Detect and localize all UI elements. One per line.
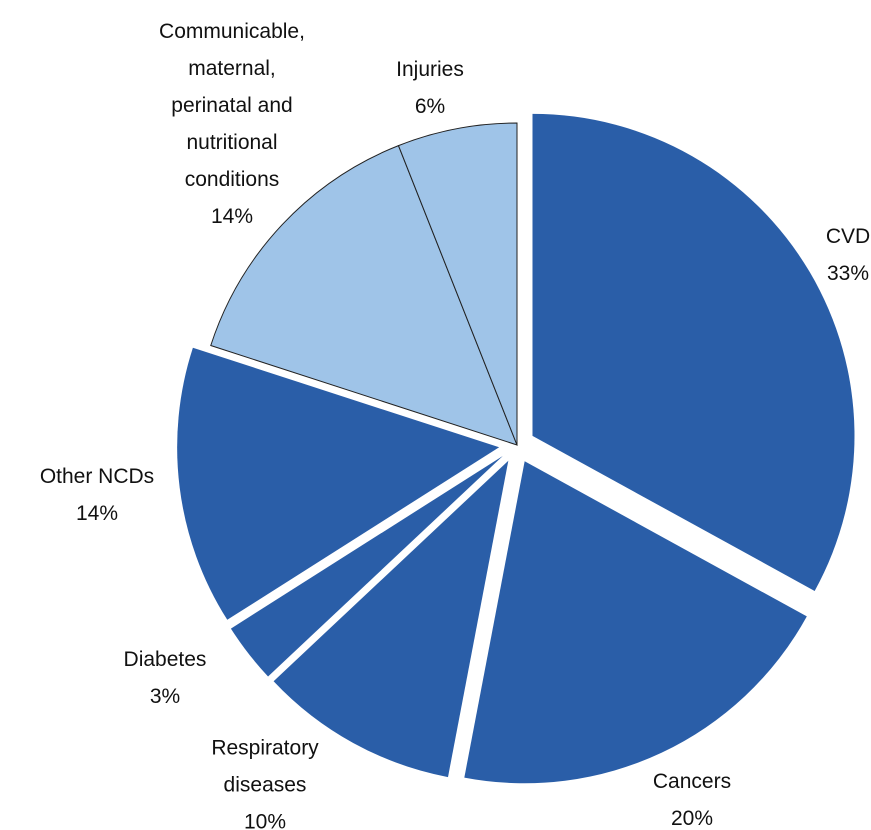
pie-slice <box>397 122 518 446</box>
category-label: Communicable, maternal, perinatal and nu… <box>159 20 305 191</box>
slice-label: Other NCDs 14% <box>22 458 172 532</box>
slice-label: Communicable, maternal, perinatal and nu… <box>152 13 312 235</box>
pie-slice <box>177 347 500 620</box>
category-label: Cancers <box>652 770 732 793</box>
pie-slice <box>532 113 855 591</box>
value-label: 20% <box>670 807 714 830</box>
category-label: Respiratory diseases <box>211 736 319 797</box>
slice-label: Cancers 20% <box>617 763 767 830</box>
value-label: 33% <box>826 262 870 285</box>
value-label: 14% <box>75 502 119 525</box>
category-label: CVD <box>825 225 871 248</box>
category-label: Injuries <box>396 58 464 81</box>
slice-label: CVD 33% <box>788 218 871 292</box>
slice-label: Injuries 6% <box>370 51 490 125</box>
pie-slice <box>210 144 518 446</box>
value-label: 6% <box>414 95 446 118</box>
pie-slice <box>230 456 503 677</box>
pie-slice <box>273 460 509 778</box>
slice-label: Respiratory diseases 10% <box>190 730 340 830</box>
category-label: Other NCDs <box>39 465 155 488</box>
slice-label: Diabetes 3% <box>90 641 240 715</box>
value-label: 10% <box>243 810 287 830</box>
value-label: 3% <box>149 685 181 708</box>
value-label: 14% <box>210 205 254 228</box>
category-label: Diabetes <box>123 648 207 671</box>
pie-slice <box>464 461 807 784</box>
